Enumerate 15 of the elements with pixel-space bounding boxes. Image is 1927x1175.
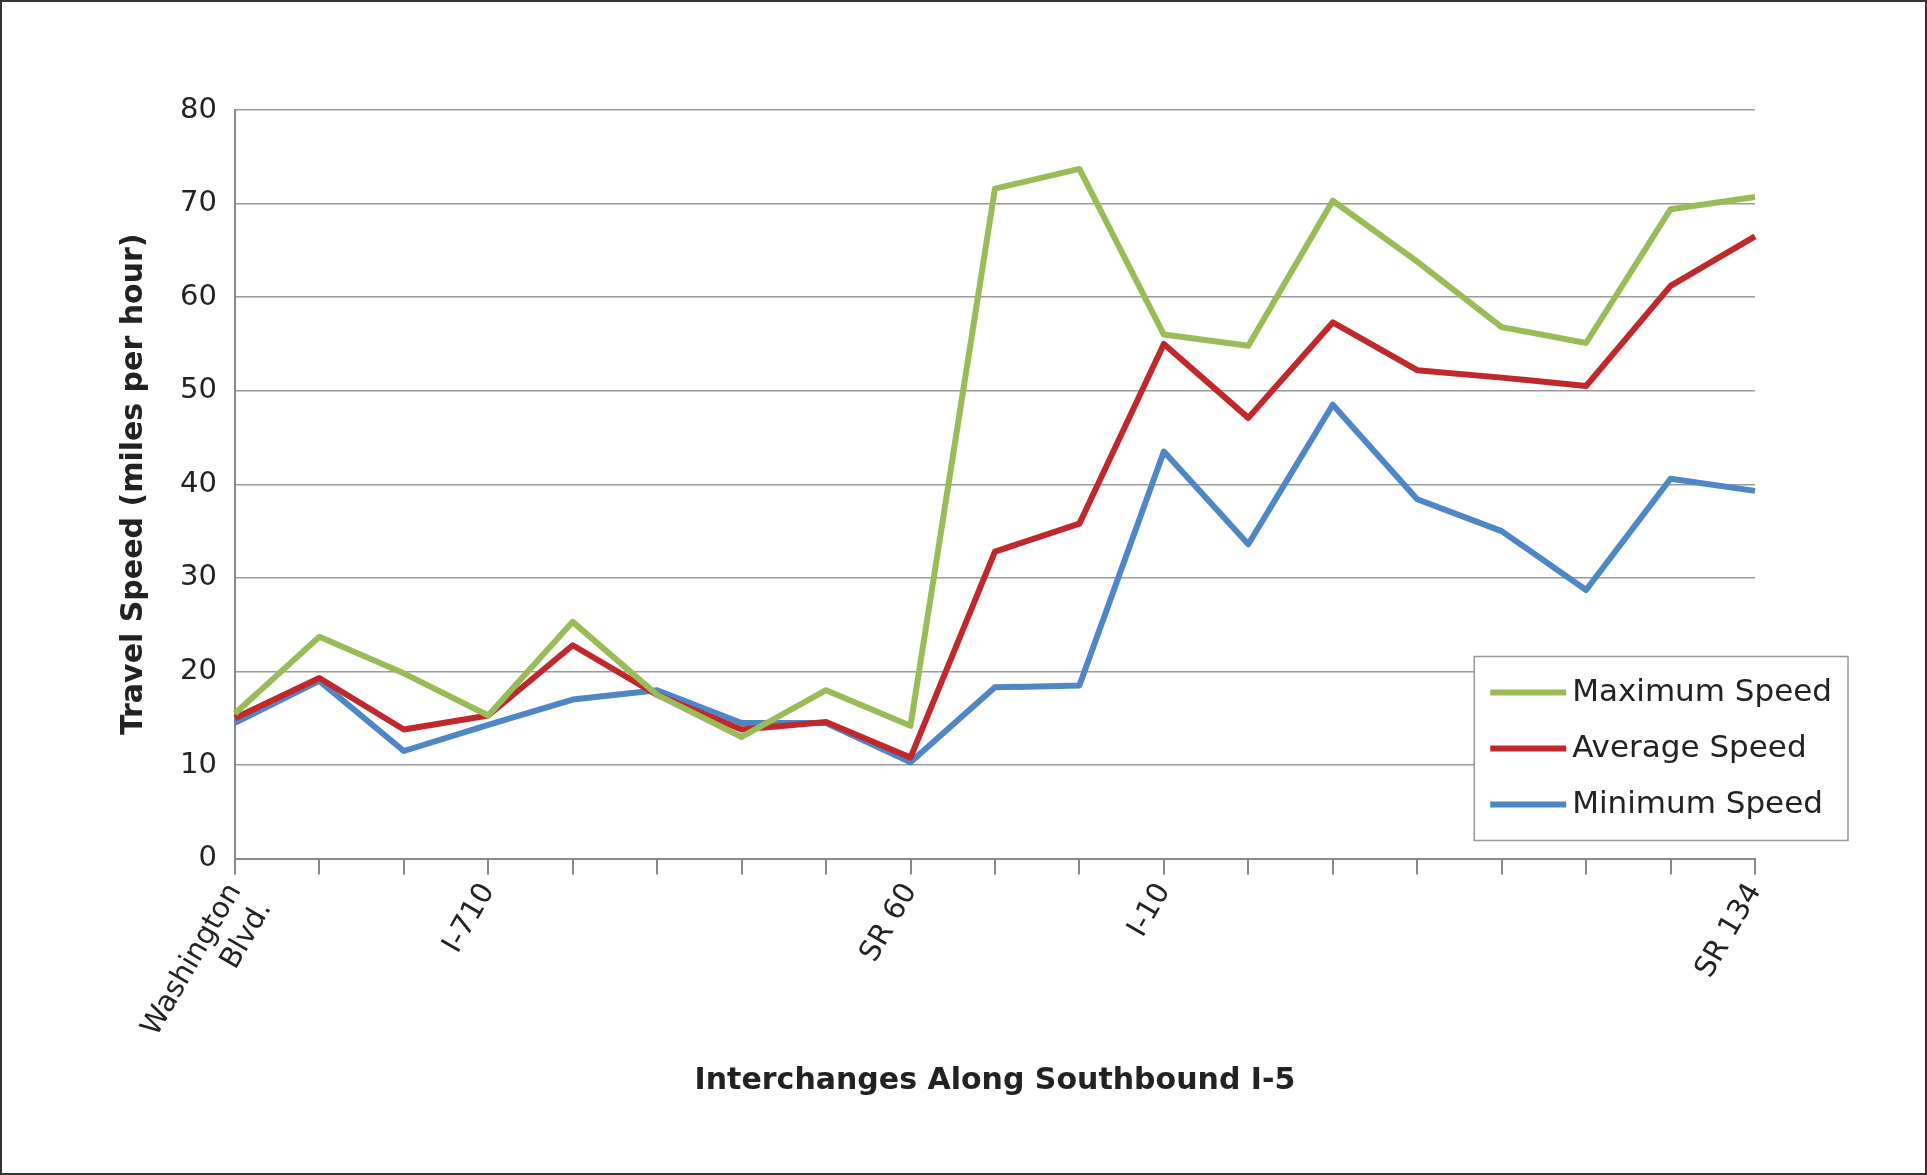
y-axis-title: Travel Speed (miles per hour) — [113, 233, 149, 736]
y-tick-label: 30 — [180, 558, 217, 593]
y-tick-label: 10 — [180, 745, 217, 780]
y-tick-label: 60 — [180, 277, 217, 312]
y-tick-label: 40 — [180, 464, 217, 499]
y-tick-label: 20 — [180, 651, 217, 686]
legend-label: Average Speed — [1572, 727, 1807, 764]
y-tick-label: 70 — [180, 184, 217, 219]
legend-label: Maximum Speed — [1572, 671, 1832, 708]
y-tick-label: 50 — [180, 371, 217, 406]
x-tick-label: SR 60 — [851, 876, 924, 967]
x-axis-title: Interchanges Along Southbound I-5 — [694, 1060, 1296, 1096]
legend-label: Minimum Speed — [1572, 783, 1823, 820]
y-tick-label: 0 — [198, 839, 217, 874]
y-tick-label: 80 — [180, 90, 217, 125]
